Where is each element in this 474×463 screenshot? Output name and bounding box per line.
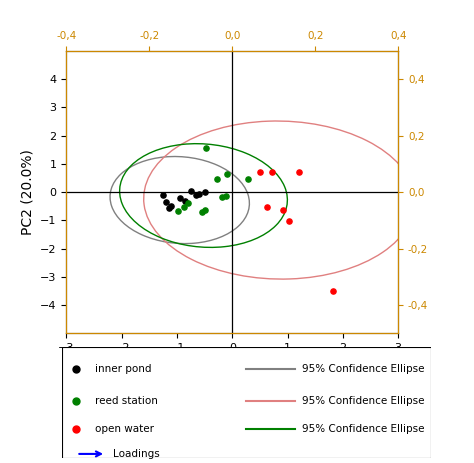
Point: [198, 209, 206, 216]
Point: [285, 217, 292, 225]
Point: [180, 203, 187, 211]
Text: reed station: reed station: [95, 395, 158, 406]
Point: [195, 190, 203, 197]
Point: [159, 191, 167, 199]
Point: [202, 144, 210, 152]
Point: [268, 168, 276, 175]
Point: [201, 206, 209, 213]
Text: 95% Confidence Ellipse: 95% Confidence Ellipse: [302, 395, 424, 406]
Point: [174, 207, 182, 214]
Point: [244, 175, 252, 182]
Point: [223, 170, 230, 177]
Text: 95% Confidence Ellipse: 95% Confidence Ellipse: [302, 364, 424, 375]
Point: [279, 206, 287, 213]
Point: [168, 202, 175, 210]
Y-axis label: PC2 (20.0%): PC2 (20.0%): [20, 149, 35, 235]
Text: Loadings: Loadings: [113, 449, 160, 459]
X-axis label: PC1 (39.3%): PC1 (39.3%): [189, 359, 275, 373]
Point: [182, 197, 189, 204]
Point: [329, 287, 337, 294]
Point: [162, 198, 170, 206]
Point: [192, 191, 200, 199]
Point: [165, 204, 173, 212]
Point: [213, 176, 220, 183]
Point: [187, 187, 194, 194]
Text: inner pond: inner pond: [95, 364, 151, 375]
Point: [176, 194, 183, 201]
FancyBboxPatch shape: [62, 347, 431, 458]
Point: [201, 188, 209, 196]
Point: [222, 192, 229, 199]
Point: [219, 194, 226, 201]
Text: open water: open water: [95, 425, 154, 434]
Point: [263, 203, 270, 211]
Point: [184, 199, 192, 206]
Point: [295, 168, 302, 175]
Text: 95% Confidence Ellipse: 95% Confidence Ellipse: [302, 425, 424, 434]
Point: [256, 168, 264, 175]
